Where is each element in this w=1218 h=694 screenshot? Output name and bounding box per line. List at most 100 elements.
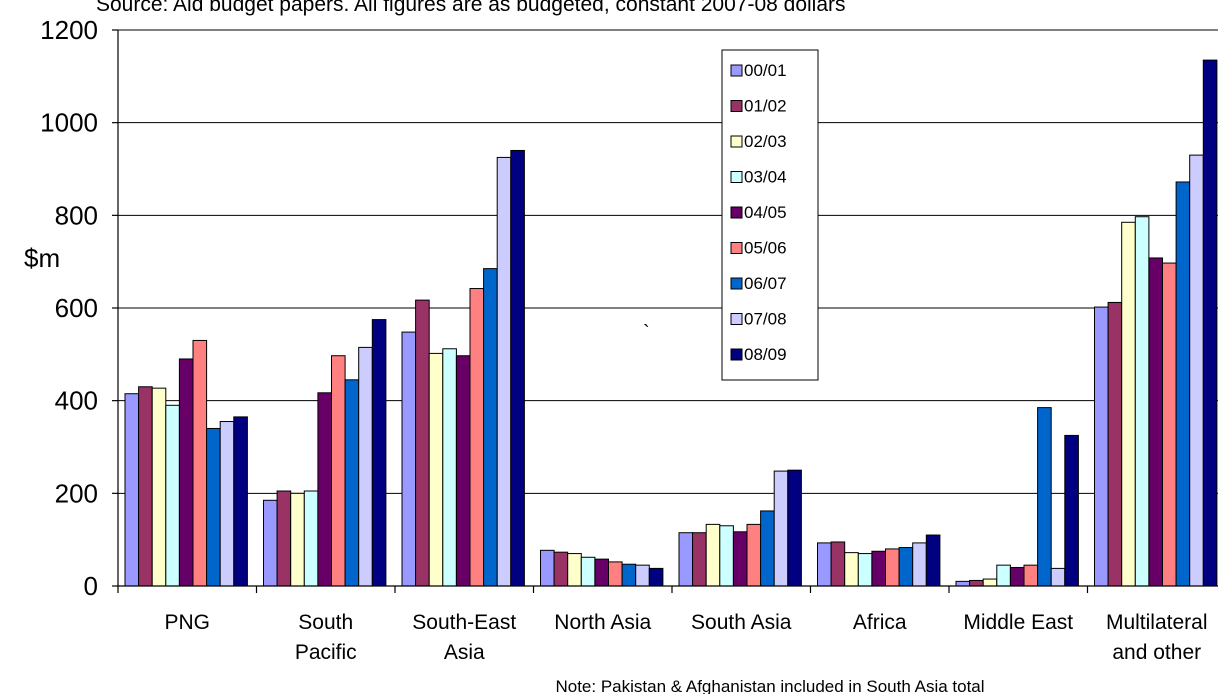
category-label-3-0: North Asia xyxy=(554,611,651,634)
bar-south-east-asia-07-08 xyxy=(496,156,512,587)
bar-png-07-08 xyxy=(219,421,235,587)
bar-middle-east-05-06 xyxy=(1023,564,1039,587)
chart-subtitle: Source: Aid budget papers. All figures a… xyxy=(96,0,846,16)
legend-swatch-04-05 xyxy=(730,206,743,219)
bar-south-asia-03-04 xyxy=(719,525,734,587)
y-tick-label-1200: 1200 xyxy=(40,15,98,45)
bar-multilateral-and-other-02-03 xyxy=(1121,221,1136,587)
bar-south-east-asia-01-02 xyxy=(415,299,430,587)
legend-swatch-08-09 xyxy=(730,348,743,361)
legend-label-02-03: 02/03 xyxy=(744,132,787,151)
bar-multilateral-and-other-05-06 xyxy=(1162,262,1177,587)
bar-south-east-asia-00-01 xyxy=(401,331,417,587)
bar-middle-east-07-08 xyxy=(1050,567,1066,587)
legend-label-07-08: 07/08 xyxy=(744,310,787,329)
bar-north-asia-05-06 xyxy=(608,561,623,587)
category-label-5-0: Africa xyxy=(853,611,907,634)
bar-north-asia-01-02 xyxy=(553,551,569,587)
category-label-7-0: Multilateral xyxy=(1106,611,1208,634)
bar-south-pacific-01-02 xyxy=(276,490,292,587)
gridlines xyxy=(118,29,1218,494)
y-axis-label: $m xyxy=(24,243,60,273)
bar-south-pacific-00-01 xyxy=(263,499,278,587)
bar-africa-07-08 xyxy=(912,542,927,587)
bar-multilateral-and-other-04-05 xyxy=(1148,257,1164,587)
bar-png-08-09 xyxy=(233,416,248,587)
bar-multilateral-and-other-01-02 xyxy=(1107,301,1123,587)
legend-swatch-03-04 xyxy=(730,171,743,183)
legend-label-00-01: 00/01 xyxy=(744,61,787,80)
legend-label-03-04: 03/04 xyxy=(744,168,787,187)
bar-middle-east-03-04 xyxy=(996,564,1011,587)
legend-swatch-05-06 xyxy=(730,242,743,254)
legend-label-01-02: 01/02 xyxy=(744,97,787,116)
bar-africa-06-07 xyxy=(898,547,914,587)
legend-label-05-06: 05/06 xyxy=(744,239,787,258)
bar-africa-03-04 xyxy=(857,553,873,587)
y-tick-label-1000: 1000 xyxy=(40,108,98,138)
legend-label-04-05: 04/05 xyxy=(744,203,787,222)
bar-png-02-03 xyxy=(151,387,167,587)
bar-png-06-07 xyxy=(206,427,221,587)
bar-multilateral-and-other-07-08 xyxy=(1189,154,1204,587)
bar-multilateral-and-other-06-07 xyxy=(1175,181,1191,587)
bar-africa-02-03 xyxy=(844,552,859,587)
bar-png-00-01 xyxy=(124,393,140,587)
bar-south-asia-07-08 xyxy=(773,470,789,587)
footnote: Note: Pakistan & Afghanistan included in… xyxy=(555,677,984,694)
bar-south-pacific-05-06 xyxy=(331,355,346,587)
category-label-6-0: Middle East xyxy=(963,611,1073,634)
bar-africa-05-06 xyxy=(885,548,900,587)
bar-south-pacific-02-03 xyxy=(290,492,305,587)
legend-swatch-07-08 xyxy=(730,313,743,325)
bar-south-asia-05-06 xyxy=(746,523,762,587)
legend-swatch-02-03 xyxy=(730,135,743,148)
bar-south-east-asia-04-05 xyxy=(455,355,471,587)
bar-south-asia-04-05 xyxy=(732,531,748,587)
bar-south-east-asia-06-07 xyxy=(483,268,498,587)
bar-png-05-06 xyxy=(192,339,208,587)
bar-north-asia-02-03 xyxy=(567,553,582,587)
bar-south-east-asia-03-04 xyxy=(442,348,457,587)
bar-south-pacific-07-08 xyxy=(358,346,373,587)
legend-label-08-09: 08/09 xyxy=(744,345,787,364)
bar-multilateral-and-other-03-04 xyxy=(1134,216,1150,587)
legend-swatch-01-02 xyxy=(730,100,743,112)
bar-multilateral-and-other-00-01 xyxy=(1094,306,1109,587)
category-label-2-1: Asia xyxy=(444,641,485,664)
bar-png-01-02 xyxy=(138,386,153,587)
category-label-7-1: and other xyxy=(1112,641,1201,664)
category-label-1-1: Pacific xyxy=(295,641,357,664)
bar-south-pacific-06-07 xyxy=(344,379,360,587)
legend-swatch-06-07 xyxy=(730,277,743,290)
bar-middle-east-01-02 xyxy=(969,579,984,587)
bar-south-east-asia-02-03 xyxy=(428,352,444,587)
bar-png-04-05 xyxy=(178,358,194,587)
bar-north-asia-03-04 xyxy=(580,556,596,587)
bar-south-pacific-04-05 xyxy=(317,392,332,587)
bar-south-asia-06-07 xyxy=(760,510,775,587)
y-tick-label-0: 0 xyxy=(84,571,98,601)
bar-south-asia-02-03 xyxy=(705,523,721,587)
y-tick-labels: 0 200 400 600 800 1000 1200 xyxy=(40,15,98,601)
bar-north-asia-06-07 xyxy=(621,563,637,587)
y-tick-label-600: 600 xyxy=(55,293,98,323)
bar-multilateral-and-other-08-09 xyxy=(1202,59,1218,587)
bar-africa-00-01 xyxy=(817,542,832,587)
bars xyxy=(124,59,1218,587)
bar-south-east-asia-08-09 xyxy=(510,149,525,587)
category-label-4-0: South Asia xyxy=(691,611,792,634)
bar-africa-01-02 xyxy=(830,541,846,587)
bar-africa-08-09 xyxy=(925,534,941,587)
bar-middle-east-04-05 xyxy=(1009,566,1025,587)
axes xyxy=(112,29,1218,593)
category-label-1-0: South xyxy=(298,611,353,634)
bar-north-asia-07-08 xyxy=(635,564,650,587)
y-tick-label-400: 400 xyxy=(55,386,98,416)
bar-south-asia-00-01 xyxy=(678,532,694,587)
bar-north-asia-00-01 xyxy=(540,549,555,587)
bar-south-asia-01-02 xyxy=(692,532,707,587)
bar-north-asia-08-09 xyxy=(648,567,664,587)
bar-png-03-04 xyxy=(165,404,180,587)
